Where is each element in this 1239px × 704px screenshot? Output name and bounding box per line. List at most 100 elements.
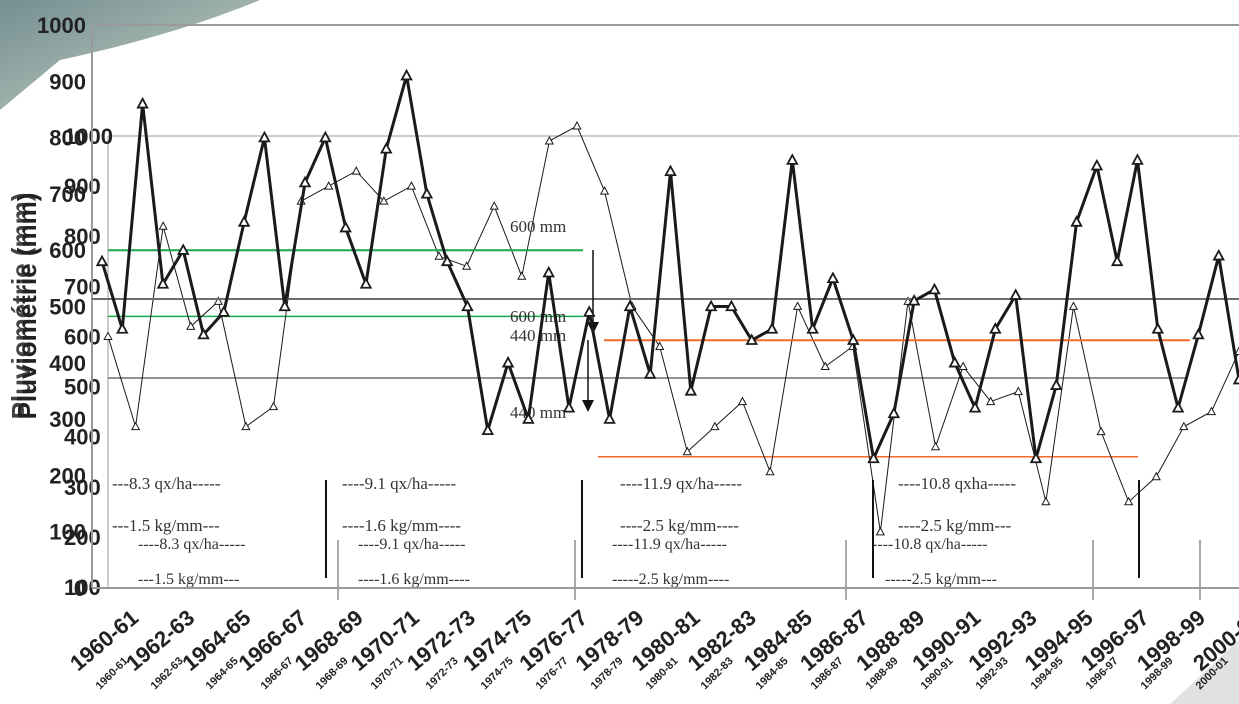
front-data-point — [461, 299, 474, 312]
front-y-tick-label: 100 — [49, 520, 86, 545]
front-y-tick-label: 900 — [49, 69, 86, 94]
back-data-point — [324, 181, 334, 190]
back-y-tick-label: 700 — [64, 274, 101, 299]
front-data-point — [968, 400, 982, 413]
front-data-point — [379, 141, 393, 154]
back-data-point — [544, 135, 555, 145]
back-y-tick-label: 800 — [64, 224, 101, 249]
front-data-point — [765, 322, 779, 334]
back-efficiency-label: -----2.5 kg/mm---- — [612, 571, 729, 588]
back-y-tick-label: 300 — [64, 475, 101, 500]
front-data-point — [1009, 288, 1022, 300]
corner-photo-texture — [0, 0, 260, 110]
front-data-point — [684, 384, 698, 396]
front-data-point — [522, 412, 535, 424]
front-data-point — [948, 355, 962, 368]
front-data-point — [1050, 378, 1063, 390]
back-yield-label: ----8.3 qx/ha----- — [138, 536, 246, 553]
front-efficiency-label: ---1.5 kg/mm--- — [112, 516, 220, 535]
front-data-point — [786, 153, 799, 165]
front-data-point — [359, 277, 373, 289]
front-data-point — [95, 254, 109, 267]
back-data-point — [958, 361, 968, 371]
back-data-point — [599, 186, 610, 195]
back-y-tick-label: 900 — [64, 174, 101, 199]
front-y-tick-label: 1000 — [37, 13, 86, 38]
back-yield-label: ----9.1 qx/ha----- — [358, 536, 466, 553]
front-data-point — [237, 215, 251, 227]
back-data-point — [103, 331, 113, 340]
front-data-point — [440, 254, 454, 267]
front-data-point — [562, 400, 576, 413]
back-data-point — [406, 181, 417, 190]
front-data-point — [400, 68, 413, 81]
front-y-tick-label: 800 — [49, 126, 86, 151]
front-data-point — [1131, 153, 1144, 165]
front-data-point — [1212, 248, 1225, 261]
front-data-point — [846, 333, 860, 345]
back-yield-label: ----11.9 qx/ha----- — [612, 536, 727, 553]
back-data-point — [517, 271, 527, 280]
front-yield-label: ----11.9 qx/ha----- — [620, 474, 742, 493]
back-y-tick-label: 200 — [64, 525, 101, 550]
back-ref-label-600: 600 mm — [510, 307, 566, 326]
back-series-line — [107, 125, 1239, 532]
front-data-point — [481, 423, 495, 436]
front-y-axis-title: Pluviométrie (mm) — [12, 193, 42, 420]
back-data-point — [379, 196, 389, 205]
front-data-point — [156, 277, 170, 289]
front-data-point — [867, 451, 880, 464]
back-data-point — [1068, 301, 1079, 310]
back-data-point — [186, 321, 196, 330]
back-efficiency-label: -----2.5 kg/mm--- — [885, 571, 997, 588]
front-data-point — [887, 406, 901, 419]
back-y-tick-label: 400 — [64, 425, 101, 450]
front-data-point — [278, 299, 291, 312]
back-data-point — [461, 261, 472, 270]
front-data-point — [197, 327, 210, 340]
front-y-tick-label: 500 — [49, 295, 86, 320]
back-y-axis-title: Pluviométrie (mm) — [6, 193, 36, 420]
back-drop-arrowhead — [582, 400, 594, 412]
front-data-point — [664, 164, 677, 177]
front-data-point — [298, 175, 312, 188]
front-data-point — [1070, 215, 1083, 227]
back-data-point — [875, 526, 886, 536]
back-efficiency-label: ---1.5 kg/mm--- — [138, 571, 239, 588]
back-y-tick-label: 600 — [64, 324, 101, 349]
front-data-point — [420, 187, 434, 199]
front-data-point — [1090, 158, 1104, 171]
back-data-point — [158, 221, 168, 230]
front-y-tick-label: 300 — [49, 407, 86, 432]
back-efficiency-label: ----1.6 kg/mm---- — [358, 571, 470, 588]
front-data-point — [928, 282, 941, 295]
front-ref-label-600: 600 mm — [510, 217, 566, 236]
front-efficiency-label: ----2.5 kg/mm---- — [620, 516, 739, 535]
back-data-point — [351, 166, 361, 175]
back-data-point — [1179, 421, 1189, 431]
front-yield-label: ----10.8 qxha----- — [898, 474, 1016, 493]
back-data-point — [655, 341, 665, 350]
back-data-point — [682, 446, 692, 456]
front-data-point — [826, 271, 840, 283]
front-data-point — [643, 367, 657, 379]
back-data-point — [489, 201, 499, 210]
front-efficiency-label: ----1.6 kg/mm---- — [342, 516, 461, 535]
front-series-line — [100, 74, 1239, 461]
back-data-point — [930, 441, 941, 451]
front-data-point — [217, 305, 231, 317]
front-yield-label: ----9.1 qx/ha----- — [342, 474, 457, 493]
front-y-tick-label: 200 — [49, 463, 86, 488]
front-data-point — [339, 220, 352, 233]
back-data-point — [820, 361, 830, 371]
front-data-point — [176, 243, 190, 255]
front-data-point — [745, 333, 758, 345]
back-y-tick-label: 1000 — [64, 124, 113, 149]
front-data-point — [258, 130, 271, 143]
back-data-point — [572, 120, 582, 130]
front-data-point — [542, 265, 555, 278]
back-data-point — [1041, 496, 1051, 506]
back-data-point — [1013, 386, 1023, 396]
